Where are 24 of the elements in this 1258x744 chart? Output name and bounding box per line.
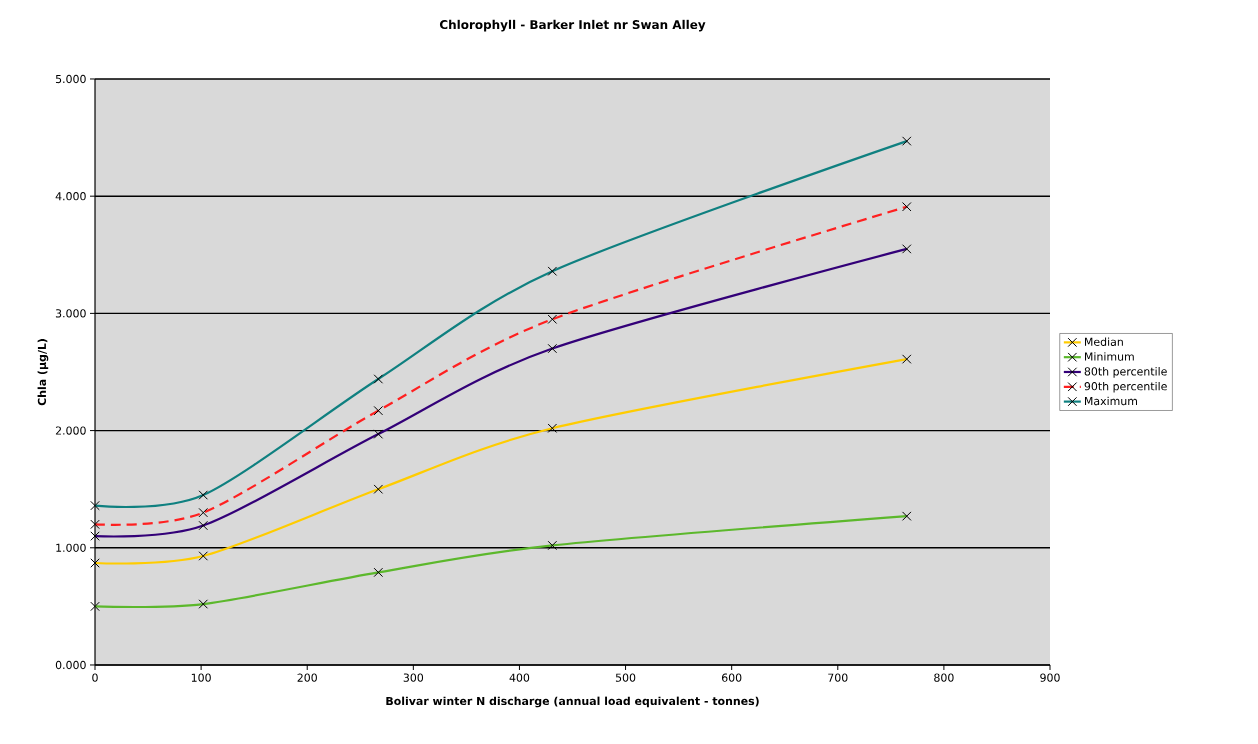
x-tick-label: 300	[403, 673, 424, 682]
legend-label: Minimum	[1085, 352, 1134, 361]
y-tick-label: 0.000	[55, 660, 86, 670]
x-tick-label: 600	[721, 673, 742, 682]
x-tick-label: 200	[297, 673, 317, 682]
legend-label: Maximum	[1085, 396, 1137, 406]
y-tick-label: 2.000	[55, 426, 86, 435]
x-axis-title: Bolivar winter N discharge (annual load equivalent - tonnes)	[386, 696, 759, 708]
y-axis-title: Chla (μg/L)	[37, 339, 49, 406]
y-tick-label: 3.000	[55, 309, 86, 318]
y-tick-label: 5.000	[55, 74, 86, 84]
y-tick-label: 4.000	[55, 192, 86, 201]
y-tick-label: 1.000	[56, 543, 86, 552]
chart-title: Chlorophyll - Barker Inlet nr Swan Alley	[439, 19, 706, 32]
x-tick-label: 700	[828, 673, 848, 682]
legend-label: 90th percentile	[1084, 381, 1167, 393]
legend-label: 80th percentile	[1084, 367, 1167, 378]
x-tick-label: 900	[1040, 673, 1060, 682]
x-tick-label: 0	[92, 673, 98, 682]
x-tick-label: 100	[191, 673, 211, 682]
x-tick-label: 400	[509, 673, 530, 682]
legend-label: Median	[1085, 337, 1123, 346]
x-tick-label: 800	[934, 673, 954, 682]
x-tick-label: 500	[615, 673, 636, 682]
